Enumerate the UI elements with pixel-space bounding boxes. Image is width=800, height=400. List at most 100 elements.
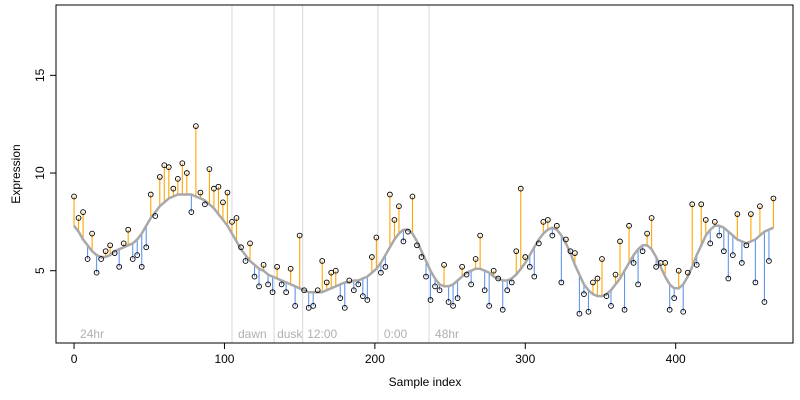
- data-point: [346, 277, 353, 284]
- y-tick-label: 15: [33, 68, 47, 82]
- data-point: [197, 189, 204, 196]
- data-point: [711, 219, 718, 225]
- data-point: [247, 240, 253, 247]
- data-point: [233, 215, 240, 221]
- data-point: [495, 275, 502, 282]
- data-point: [296, 232, 303, 239]
- data-point: [540, 219, 547, 225]
- data-point: [328, 269, 335, 276]
- y-tick-label: 5: [33, 267, 47, 274]
- data-point: [337, 295, 344, 301]
- data-point: [513, 248, 520, 255]
- data-point: [98, 256, 104, 262]
- data-point: [120, 240, 127, 247]
- data-point: [111, 250, 118, 256]
- phase-label: 12:00: [307, 327, 337, 341]
- phase-label: dusk: [277, 327, 303, 341]
- data-point: [409, 193, 416, 200]
- data-point: [450, 303, 456, 309]
- data-point: [639, 248, 646, 255]
- phase-labels: 24hr dawn dusk 12:00 0:00 48hr: [80, 327, 459, 341]
- data-point: [621, 306, 628, 313]
- data-point: [725, 275, 732, 282]
- data-point: [378, 269, 384, 276]
- data-point: [265, 281, 271, 288]
- data-point: [481, 287, 488, 294]
- data-point: [459, 263, 465, 270]
- data-point: [238, 244, 244, 251]
- data-point: [143, 244, 150, 251]
- data-point: [382, 263, 389, 270]
- data-point: [188, 209, 195, 215]
- data-point: [671, 295, 678, 301]
- data-point: [535, 240, 542, 247]
- data-point: [418, 254, 425, 260]
- data-point: [310, 303, 317, 309]
- x-tick-label: 400: [666, 352, 686, 366]
- data-point: [220, 199, 226, 206]
- data-point: [531, 273, 538, 280]
- data-point: [116, 263, 123, 270]
- data-point: [211, 185, 217, 192]
- y-tick-label: 10: [33, 166, 47, 180]
- data-point: [125, 226, 132, 233]
- data-point: [391, 217, 398, 223]
- data-point: [608, 303, 614, 309]
- data-point: [463, 271, 470, 278]
- data-point: [558, 279, 565, 286]
- data-point: [716, 232, 723, 239]
- data-point: [369, 254, 375, 260]
- data-point: [427, 297, 434, 303]
- data-point: [396, 203, 402, 210]
- data-point: [138, 263, 145, 270]
- data-point: [567, 248, 574, 255]
- data-point: [572, 250, 578, 256]
- data-point: [224, 189, 231, 196]
- data-point: [134, 252, 141, 258]
- data-point: [770, 195, 777, 202]
- data-point: [84, 256, 91, 262]
- data-point: [161, 162, 168, 169]
- x-tick-label: 300: [515, 352, 535, 366]
- data-point: [387, 191, 393, 198]
- data-point: [680, 308, 687, 315]
- data-point: [432, 283, 438, 290]
- x-axis-label: Sample index: [389, 375, 462, 389]
- data-point: [693, 261, 700, 268]
- data-point: [405, 228, 411, 235]
- data-points: [71, 123, 777, 317]
- data-point: [630, 260, 637, 266]
- data-point: [594, 275, 601, 282]
- data-point: [599, 256, 605, 262]
- data-point: [563, 236, 569, 243]
- data-point: [752, 279, 759, 286]
- y-axis: 5 10 15: [33, 68, 57, 274]
- data-point: [675, 267, 682, 274]
- data-point: [193, 123, 199, 129]
- data-point: [617, 238, 623, 245]
- data-point: [174, 176, 181, 182]
- data-point: [423, 273, 429, 280]
- x-axis: 0 100 200 300 400: [71, 342, 686, 366]
- data-point: [508, 279, 515, 286]
- data-point: [441, 261, 447, 268]
- data-point: [287, 265, 294, 272]
- data-point: [269, 289, 276, 296]
- data-point: [526, 263, 533, 270]
- data-point: [256, 283, 262, 290]
- data-point: [202, 201, 208, 208]
- data-point: [274, 263, 280, 270]
- data-point: [626, 222, 632, 229]
- data-point: [729, 252, 736, 258]
- data-point: [107, 242, 113, 249]
- data-point: [71, 193, 77, 200]
- data-point: [260, 261, 267, 268]
- data-point: [89, 230, 95, 237]
- data-point: [757, 203, 763, 210]
- data-point: [490, 267, 497, 274]
- data-point: [165, 164, 172, 171]
- data-point: [689, 201, 696, 208]
- data-point: [129, 256, 136, 262]
